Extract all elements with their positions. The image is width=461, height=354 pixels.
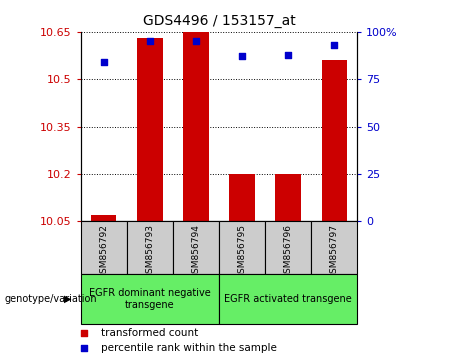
Bar	[219, 221, 265, 274]
Text: EGFR dominant negative
transgene: EGFR dominant negative transgene	[89, 288, 211, 310]
Bar	[137, 38, 162, 221]
Text: ▶: ▶	[64, 294, 71, 304]
Text: GSM856795: GSM856795	[237, 224, 247, 279]
Text: genotype/variation: genotype/variation	[5, 294, 97, 304]
Point	[238, 54, 246, 59]
Text: GSM856794: GSM856794	[191, 224, 201, 279]
Text: GSM856797: GSM856797	[330, 224, 339, 279]
Text: percentile rank within the sample: percentile rank within the sample	[101, 343, 277, 353]
Bar	[321, 60, 347, 221]
Bar	[91, 215, 116, 221]
Title: GDS4496 / 153157_at: GDS4496 / 153157_at	[142, 14, 296, 28]
Bar	[81, 221, 127, 274]
Point	[295, 145, 302, 150]
Bar	[229, 174, 254, 221]
Bar	[311, 221, 357, 274]
Bar	[183, 32, 208, 221]
Text: EGFR activated transgene: EGFR activated transgene	[224, 294, 352, 304]
Point	[295, 281, 302, 287]
Point	[192, 39, 200, 44]
Point	[146, 39, 154, 44]
Text: GSM856793: GSM856793	[145, 224, 154, 279]
Bar	[219, 274, 357, 324]
Bar	[81, 274, 219, 324]
Text: GSM856796: GSM856796	[284, 224, 293, 279]
Point	[284, 52, 292, 57]
Bar	[275, 174, 301, 221]
Point	[331, 42, 338, 48]
Bar	[127, 221, 173, 274]
Text: GSM856792: GSM856792	[99, 224, 108, 279]
Bar	[173, 221, 219, 274]
Point	[100, 59, 107, 65]
Text: transformed count: transformed count	[101, 328, 198, 338]
Bar	[265, 221, 311, 274]
